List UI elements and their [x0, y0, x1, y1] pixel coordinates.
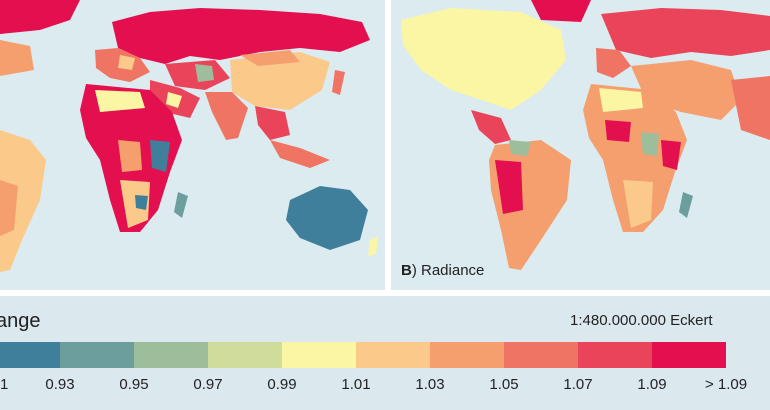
region-southern-africa	[120, 180, 150, 228]
region-north-america-b	[401, 8, 566, 110]
region-south-america-a	[0, 130, 46, 272]
legend-tick-1: 0.93	[45, 376, 75, 393]
region-se-asia	[255, 106, 290, 140]
region-india	[205, 92, 248, 140]
region-west-africa-b	[605, 120, 631, 142]
legend-tick-9: 1.09	[637, 376, 667, 393]
legend-swatch-4	[282, 342, 356, 368]
legend-tick-2: 0.95	[119, 376, 149, 393]
region-europe-central	[118, 55, 135, 70]
region-andes-b	[495, 160, 523, 214]
legend-swatch-8	[578, 342, 652, 368]
region-russia	[112, 8, 370, 64]
region-india-b	[731, 76, 770, 140]
region-new-zealand	[368, 236, 378, 256]
map-panel-b: B) Radiance	[391, 0, 770, 290]
panel-b-letter: B	[401, 262, 412, 279]
region-china	[230, 52, 330, 110]
region-mongolia	[240, 50, 300, 66]
region-australia	[286, 186, 368, 250]
legend: ange 1:480.000.000 Eckert 1 0.93 0.95 0.97 0…	[0, 296, 770, 410]
legend-tick-6: 1.03	[415, 376, 445, 393]
region-indonesia	[270, 140, 330, 168]
region-east-africa	[150, 140, 170, 172]
legend-swatch-6	[430, 342, 504, 368]
region-russia-b	[601, 8, 770, 58]
map-b-svg	[401, 0, 770, 270]
legend-swatch-9	[652, 342, 726, 368]
legend-swatch-2	[134, 342, 208, 368]
panel-b-title: ) Radiance	[411, 262, 485, 279]
legend-swatch-7	[504, 342, 578, 368]
legend-swatch-5	[356, 342, 430, 368]
region-arabia-part	[166, 92, 182, 108]
region-kazakh-part	[195, 64, 214, 82]
region-venezuela-b	[509, 140, 531, 156]
legend-tick-5: 1.01	[341, 376, 371, 393]
region-sa-west-a	[0, 180, 18, 236]
region-zimbabwe	[135, 195, 148, 210]
region-europe-b	[596, 48, 631, 78]
region-sahara	[95, 90, 145, 112]
legend-tick-7: 1.05	[489, 376, 519, 393]
region-madagascar	[174, 192, 188, 218]
legend-swatch-0	[0, 342, 60, 368]
region-central-america-b	[471, 110, 511, 144]
legend-tick-8: 1.07	[563, 376, 593, 393]
region-east-africa-b	[661, 140, 681, 170]
legend-tick-labels: 1 0.93 0.95 0.97 0.99 1.01 1.03 1.05 1.07 1.09 > 1…	[0, 376, 770, 396]
legend-tick-4: 0.99	[267, 376, 297, 393]
region-madagascar-b	[679, 192, 693, 218]
region-asia-b	[631, 60, 741, 120]
legend-color-bar	[0, 342, 726, 368]
region-greenland-b	[531, 0, 591, 22]
panel-divider-horizontal	[0, 290, 770, 296]
region-greenland-a	[0, 0, 80, 34]
region-central-africa-b	[641, 132, 659, 156]
legend-tick-0: 1	[0, 376, 9, 393]
region-sahara-b	[599, 88, 643, 112]
legend-tick-10: > 1.09	[704, 376, 748, 393]
region-central-africa	[118, 140, 142, 172]
region-southern-africa-b	[623, 180, 653, 228]
legend-swatch-1	[60, 342, 134, 368]
region-north-america-a	[0, 40, 34, 76]
legend-scale-projection: 1:480.000.000 Eckert	[570, 312, 713, 329]
legend-swatch-3	[208, 342, 282, 368]
legend-title: ange	[0, 310, 41, 332]
map-panel-a	[0, 0, 385, 290]
legend-tick-3: 0.97	[193, 376, 223, 393]
panel-divider-vertical	[385, 0, 391, 290]
panel-b-label: B) Radiance	[401, 262, 484, 279]
region-japan	[332, 70, 345, 95]
map-a-svg	[0, 0, 378, 272]
region-south-america-b	[489, 140, 571, 270]
